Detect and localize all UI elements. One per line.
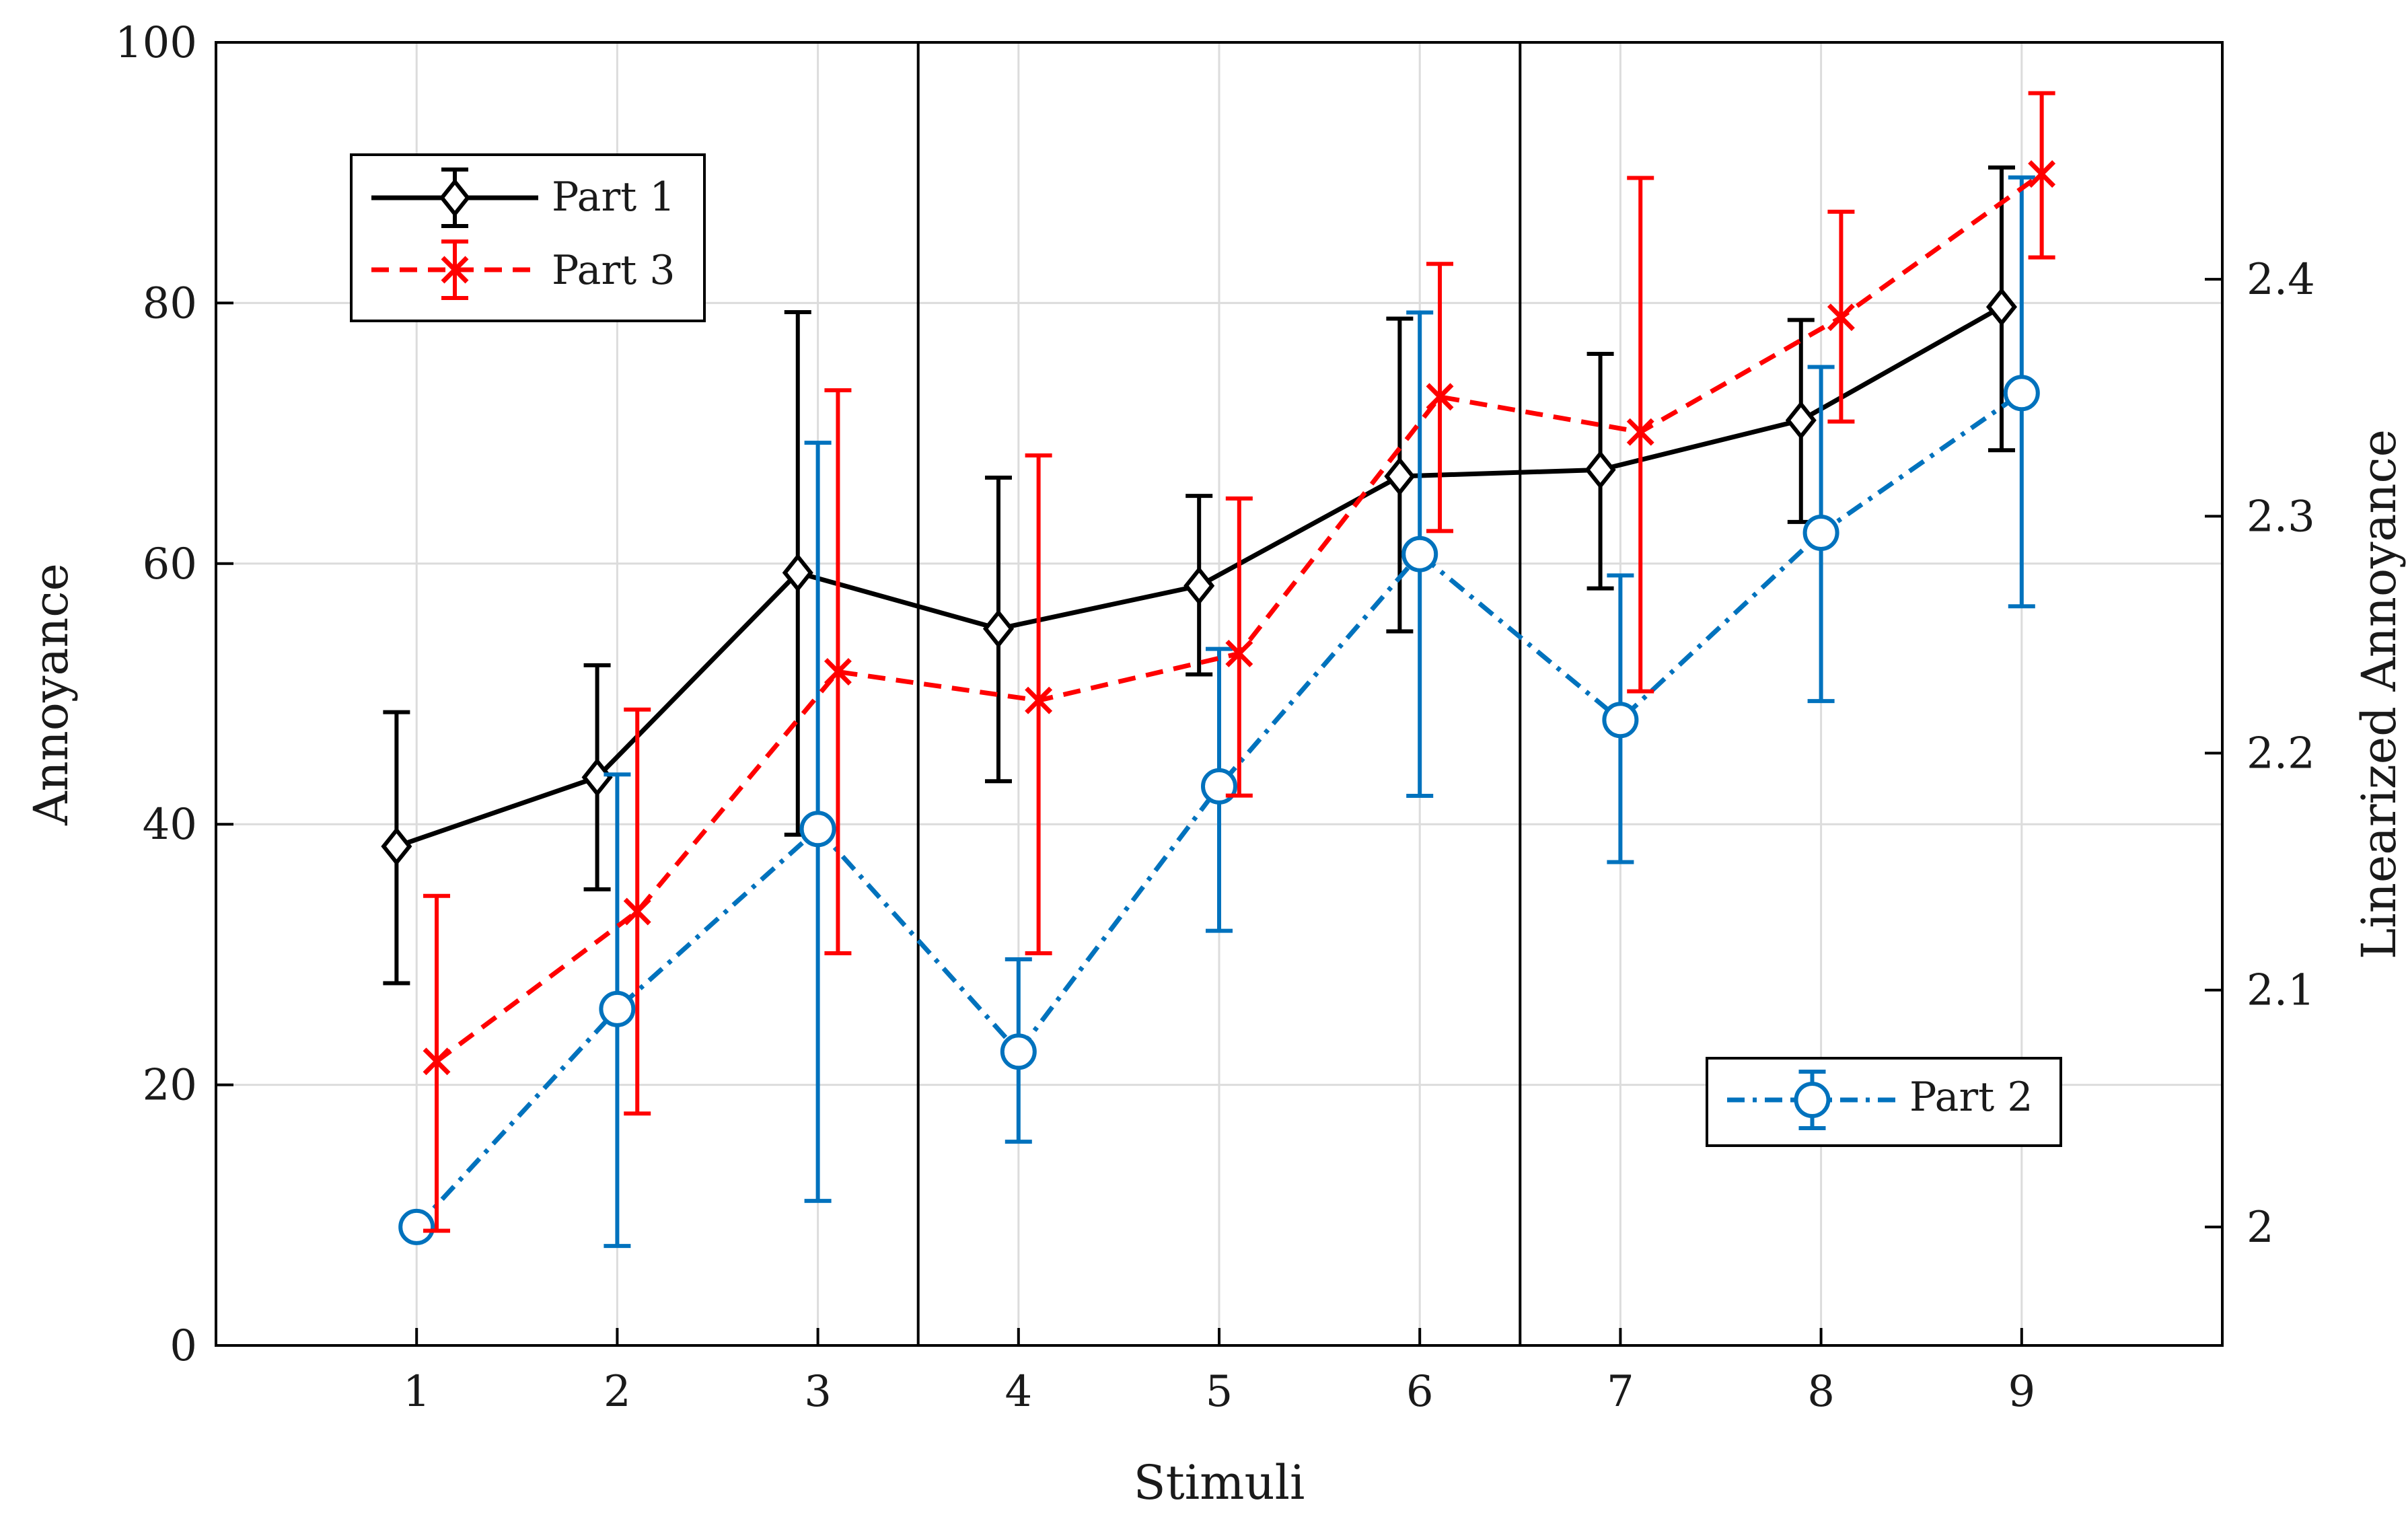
x-axis-title: Stimuli <box>1134 1455 1305 1510</box>
x-tick-label: 2 <box>604 1367 631 1417</box>
data-point <box>1584 450 1616 490</box>
y2-tick-label: 2.2 <box>2247 729 2315 779</box>
legend-entry-part-3: Part 3 <box>371 239 676 300</box>
x-tick-label: 5 <box>1206 1367 1233 1417</box>
y2-tick-label: 2.1 <box>2247 966 2315 1016</box>
y-tick-label: 80 <box>143 279 197 328</box>
legend-label-part-1: Part 1 <box>552 174 676 221</box>
data-point <box>1626 418 1654 446</box>
legend-marker <box>441 256 469 284</box>
data-point <box>782 553 813 593</box>
x-tick-label: 3 <box>804 1367 832 1417</box>
data-point <box>824 658 852 686</box>
data-point <box>1401 535 1438 572</box>
data-point <box>2028 160 2056 188</box>
error-bar <box>1225 496 1253 798</box>
legend-box <box>350 153 706 322</box>
error-bar <box>1025 453 1052 955</box>
y2-tick-label: 2.4 <box>2247 255 2315 305</box>
legend-sample-part-1 <box>371 168 538 228</box>
y-tick-label: 100 <box>115 18 197 68</box>
y2-tick-label: 2 <box>2247 1203 2274 1253</box>
x-tick-label: 9 <box>2008 1367 2035 1417</box>
y2-tick-label: 2.3 <box>2247 492 2315 542</box>
legend-label-part-2: Part 2 <box>1909 1074 2033 1121</box>
legend-entry-part-1: Part 1 <box>371 168 676 228</box>
x-tick-label: 7 <box>1607 1367 1634 1417</box>
y-tick-label: 20 <box>143 1061 197 1111</box>
legend-marker <box>439 178 471 217</box>
y-tick-label: 40 <box>143 800 197 850</box>
series-layer <box>381 91 2056 1249</box>
data-point <box>1225 639 1253 667</box>
data-point <box>1000 1033 1037 1070</box>
data-point <box>1985 287 2018 327</box>
data-point <box>1602 702 1639 739</box>
x-tick-label: 6 <box>1406 1367 1434 1417</box>
x-tick-label: 8 <box>1807 1367 1835 1417</box>
tick-layer: 1 2 3 4 5 6 7 8 9 0 20 40 60 80 100 2 2.1 2.2 2.3 2.4 <box>115 18 2315 1417</box>
data-point <box>799 811 836 848</box>
data-point <box>599 990 636 1027</box>
data-point <box>623 897 651 926</box>
series-line-part-2 <box>414 391 2023 1229</box>
data-point <box>1785 400 1817 440</box>
data-point <box>1025 686 1053 714</box>
series-part-2 <box>398 175 2040 1249</box>
legend-sample-part-3 <box>371 239 538 300</box>
data-point <box>1201 768 1237 805</box>
legend-bottom-right: Part 2 <box>1706 1057 2062 1147</box>
data-point <box>1802 515 1839 552</box>
data-point <box>982 609 1015 649</box>
series-part-3 <box>423 91 2056 1233</box>
legend-sample-part-2 <box>1727 1070 1897 1130</box>
data-point <box>581 757 613 797</box>
data-point <box>423 1047 451 1076</box>
data-point <box>1426 383 1454 411</box>
data-point <box>1384 457 1416 496</box>
legend-top-left: Part 1 Part 3 <box>350 153 706 322</box>
legend-label-part-3: Part 3 <box>552 247 676 294</box>
y-tick-label: 60 <box>143 540 197 589</box>
data-point <box>1827 303 1855 332</box>
x-tick-label: 4 <box>1005 1367 1032 1417</box>
data-point <box>2003 375 2040 412</box>
data-point <box>398 1208 435 1245</box>
legend-marker <box>1794 1082 1831 1118</box>
legend-entry-part-2: Part 2 <box>1727 1070 2033 1130</box>
y-tick-label: 0 <box>170 1321 197 1371</box>
data-point <box>381 827 412 866</box>
separator-layer <box>916 42 1522 1345</box>
y-axis-title: Annoyance <box>24 563 79 826</box>
data-point <box>1183 566 1215 605</box>
x-tick-label: 1 <box>403 1367 431 1417</box>
y2-axis-title: Linearized Annoyance <box>2351 429 2407 959</box>
